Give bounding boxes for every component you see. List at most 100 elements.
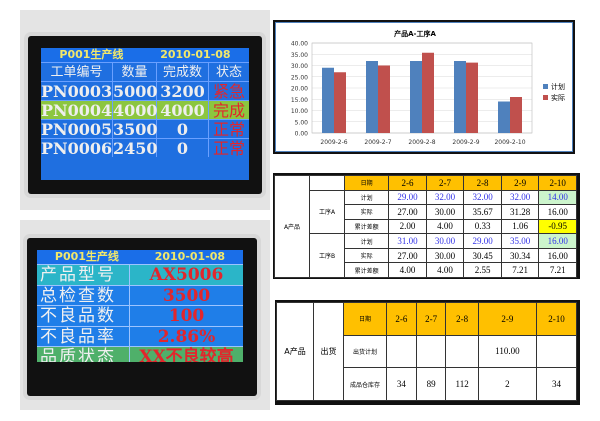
cell: 7.21: [500, 262, 540, 278]
cell: 35.00: [500, 233, 540, 249]
cell: 4000: [113, 101, 158, 120]
y-tick-label: 40.00: [291, 41, 308, 48]
y-tick-label: 15.00: [291, 97, 308, 104]
cell: 4000: [157, 101, 209, 120]
legend-swatch: [543, 84, 548, 89]
cell: 累计差额: [343, 262, 390, 278]
legend-swatch: [543, 95, 548, 100]
quality-label: 总检查数: [37, 285, 130, 305]
cell: 正常: [212, 120, 245, 139]
cell: 30.00: [425, 204, 465, 220]
quality-row: 不良品率 2.86%: [37, 325, 243, 347]
y-tick-label: 20.00: [291, 86, 308, 93]
cell: 成品仓库存: [343, 367, 387, 401]
cell: 29.00: [388, 189, 427, 206]
tv-monitor-2: P001生产线 2010-01-08 产品型号 AX5006 总检查数 3500 不良品数…: [27, 238, 257, 396]
quality-row: 不良品数 100: [37, 305, 243, 326]
work-order-row: PN0006 2450 0 正常: [41, 138, 249, 158]
cell: 5000: [113, 82, 158, 101]
cell: 30.00: [425, 247, 465, 264]
cell: [535, 334, 578, 369]
table-row: 实际 27.00 30.00 30.45 30.34 16.00: [275, 247, 577, 264]
y-tick-label: 10.00: [291, 108, 308, 115]
cell: 1.06: [500, 218, 540, 235]
quality-screen: P001生产线 2010-01-08 产品型号 AX5006 总检查数 3500 不良品数…: [37, 250, 243, 362]
screen-date: 2010-01-08: [154, 250, 226, 263]
header-cell: 2-10: [535, 302, 578, 336]
cell: 30.34: [500, 247, 540, 264]
quality-value: AX5006: [149, 265, 224, 285]
table-row: 工序B 计划 31.00 30.00 29.00 35.00 16.00: [275, 233, 577, 278]
line-name: P001生产线: [54, 250, 119, 263]
header-cell: 2-6: [388, 175, 427, 191]
x-tick-label: 2009-2-6: [320, 139, 347, 146]
work-order-row: PN0003 5000 3200 紧急: [41, 81, 249, 101]
x-tick-label: 2009-2-7: [364, 139, 391, 146]
production-screen: P001生产线 2010-01-08 工单编号 数量 完成数 状态 PN0003 5000…: [41, 48, 249, 180]
cell: 27.00: [388, 204, 427, 220]
y-tick-label: 5.00: [295, 119, 309, 126]
bar-plan: [454, 61, 466, 133]
group-cell: 出货: [313, 302, 344, 401]
quality-label: 不良品数: [37, 306, 130, 326]
bar-chart: 产品A-工序A 0.00 5.00 10.00 15.00 20.00 25.00 30.00…: [291, 29, 565, 146]
header-cell: 2-8: [445, 302, 479, 336]
chart-panel: 产品A-工序A 0.00 5.00 10.00 15.00 20.00 25.00 30.00…: [273, 20, 575, 154]
bar-plan: [322, 67, 334, 133]
cell: PN0003: [41, 82, 113, 101]
shipping-table: A产品 出货 日期 2-6 2-7 2-8 2-9 2-10 出货计划 110.00 成品仓库存 34…: [275, 300, 580, 405]
bar-actual: [422, 52, 434, 133]
product-cell: A产品: [276, 302, 314, 401]
bar-plan: [410, 61, 422, 133]
work-order-row: PN0004 4000 4000 完成: [41, 100, 249, 120]
x-tick-label: 2009-2-9: [452, 139, 479, 146]
cell: 34: [535, 367, 578, 401]
quality-value: 100: [168, 306, 205, 326]
header-cell: 2-7: [415, 302, 447, 336]
header-cell: 数量: [113, 63, 157, 81]
bar-actual: [466, 62, 478, 134]
cell: 实际: [343, 247, 390, 264]
cell: 完成: [212, 101, 245, 120]
cell: [445, 334, 479, 369]
bar-plan: [366, 61, 378, 133]
quality-row: 产品型号 AX5006: [37, 264, 243, 285]
bar-actual: [334, 72, 346, 133]
y-tick-label: 0.00: [295, 131, 309, 138]
cell: [386, 334, 417, 369]
x-tick-label: 2009-2-8: [408, 139, 435, 146]
y-tick-label: 35.00: [291, 52, 308, 59]
process-cell: 工序B: [309, 233, 345, 278]
cell: 34: [386, 367, 417, 401]
cell: 27.00: [388, 247, 427, 264]
quality-label: 产品型号: [37, 265, 130, 285]
cell: 31.00: [388, 233, 427, 249]
header-row: A产品 出货 日期 2-6 2-7 2-8 2-9 2-10: [276, 302, 578, 401]
cell: 3500: [113, 120, 158, 139]
cell: 29.00: [463, 233, 502, 249]
empty-cell: [309, 175, 345, 191]
chart-title: 产品A-工序A: [394, 29, 436, 38]
table-header: 工单编号 数量 完成数 状态: [41, 62, 249, 81]
table-row: 累计差额 4.00 4.00 2.55 7.21 7.21: [275, 262, 577, 278]
cell: 4.00: [425, 262, 465, 278]
cell: 正常: [212, 139, 245, 158]
quality-row: 总检查数 3500: [37, 284, 243, 305]
cell: PN0004: [41, 101, 113, 120]
header-cell: 工单编号: [41, 63, 113, 81]
cell: 计划: [343, 233, 390, 249]
cell: 4.00: [425, 218, 465, 235]
quality-value: 2.86%: [157, 326, 216, 347]
cell: 2.55: [463, 262, 502, 278]
header-cell: 2-10: [538, 175, 577, 191]
process-cell: 工序A: [309, 189, 345, 235]
cell: 30.45: [463, 247, 502, 264]
quality-label: 品质状态: [37, 347, 130, 362]
table-row: 出货计划 110.00: [277, 334, 578, 369]
cell: 2.00: [388, 218, 427, 235]
cell: [415, 334, 447, 369]
cell: 16.00: [538, 247, 577, 264]
product-cell: A产品: [274, 175, 310, 278]
legend-label: 计划: [551, 82, 565, 91]
y-tick-label: 25.00: [291, 74, 308, 81]
